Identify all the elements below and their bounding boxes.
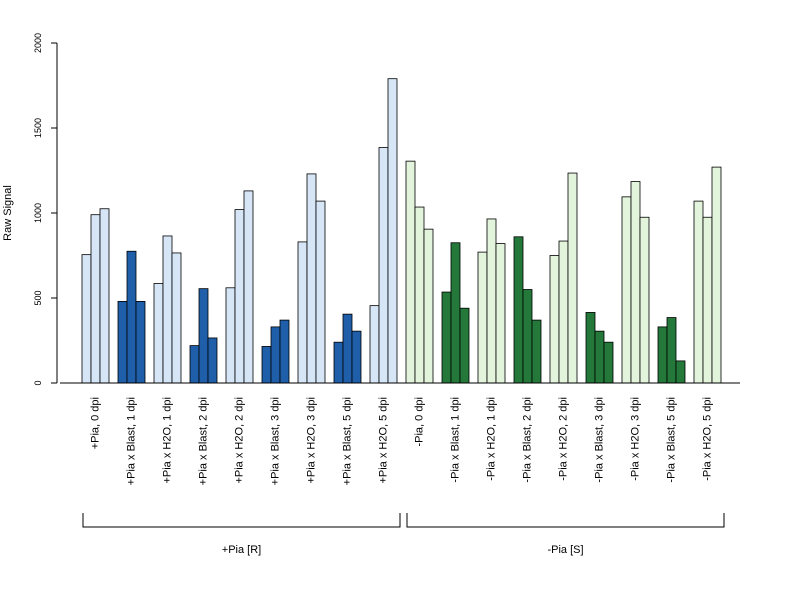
x-tick-label: -Pia x Blast, 3 dpi [593, 397, 605, 483]
bar [342, 313, 353, 384]
group-bracket [82, 513, 401, 528]
bar [585, 312, 596, 384]
bar [261, 346, 272, 384]
bar [603, 341, 614, 384]
x-tick-label: -Pia x H2O, 1 dpi [485, 397, 497, 481]
y-tick-label: 0 [33, 380, 43, 385]
bar [99, 208, 110, 384]
bar [675, 360, 686, 384]
bar [351, 330, 362, 384]
bar [333, 341, 344, 384]
y-tick-label: 2000 [33, 33, 43, 53]
x-tick-label: -Pia x H2O, 5 dpi [701, 397, 713, 481]
bar [405, 160, 416, 384]
bar [594, 330, 605, 384]
bar [153, 283, 164, 384]
bar [513, 236, 524, 384]
y-axis: 0 500 1000 1500 2000 [33, 33, 58, 386]
y-axis-label: Raw Signal [2, 185, 14, 241]
bar [117, 300, 128, 384]
bar [621, 196, 632, 384]
x-tick-label: -Pia, 0 dpi [413, 397, 425, 447]
bar [423, 228, 434, 384]
bar [207, 337, 218, 384]
bar [90, 214, 101, 384]
bar [414, 206, 425, 384]
bar [297, 241, 308, 384]
bar [234, 209, 245, 384]
x-tick-label: +Pia x Blast, 5 dpi [341, 397, 353, 485]
y-tick-label: 500 [33, 290, 43, 305]
bar [522, 289, 533, 384]
x-tick-label: +Pia x H2O, 5 dpi [377, 397, 389, 484]
bar [558, 240, 569, 384]
group-bracket [406, 513, 725, 528]
y-tick-label: 1500 [33, 118, 43, 138]
bar [441, 291, 452, 384]
x-tick-label: +Pia x H2O, 1 dpi [161, 397, 173, 484]
bar [171, 252, 182, 384]
bar [189, 345, 200, 384]
bar [126, 250, 137, 384]
x-tick-label: +Pia x Blast, 1 dpi [125, 397, 137, 485]
bar [306, 173, 317, 384]
y-tick-label: 1000 [33, 203, 43, 223]
bar [378, 147, 389, 384]
group-label: -Pia [S] [547, 544, 583, 556]
bar [531, 319, 542, 384]
bar [486, 218, 497, 384]
bar [315, 200, 326, 384]
bar [459, 307, 470, 384]
bar [450, 242, 461, 384]
bar [495, 243, 506, 384]
x-tick-labels: +Pia, 0 dpi +Pia x Blast, 1 dpi +Pia x H2O… [89, 397, 713, 485]
x-tick-label: +Pia, 0 dpi [89, 397, 101, 449]
group-brackets: +Pia [R] -Pia [S] [82, 513, 725, 556]
x-tick-label: -Pia x H2O, 2 dpi [557, 397, 569, 481]
bar [567, 172, 578, 384]
group-label: +Pia [R] [222, 544, 261, 556]
bar [657, 326, 668, 384]
x-tick-label: +Pia x H2O, 2 dpi [233, 397, 245, 484]
bar [198, 288, 209, 384]
x-tick-label: -Pia x Blast, 5 dpi [665, 397, 677, 483]
x-tick-label: +Pia x Blast, 2 dpi [197, 397, 209, 485]
bar [369, 305, 380, 384]
bar [702, 216, 713, 384]
bar [630, 181, 641, 384]
bar [711, 166, 722, 384]
bar [477, 251, 488, 384]
bar [666, 317, 677, 384]
x-tick-label: +Pia x H2O, 3 dpi [305, 397, 317, 484]
bar [693, 200, 704, 384]
x-tick-label: -Pia x H2O, 3 dpi [629, 397, 641, 481]
x-tick-label: -Pia x Blast, 2 dpi [521, 397, 533, 483]
bar [639, 216, 650, 384]
bar [387, 78, 398, 384]
bar [162, 235, 173, 384]
x-tick-label: -Pia x Blast, 1 dpi [449, 397, 461, 483]
bar [270, 326, 281, 384]
bar [549, 255, 560, 384]
bar [279, 319, 290, 384]
bar [135, 300, 146, 384]
bar [81, 254, 92, 384]
bar [243, 190, 254, 384]
bars [81, 78, 722, 384]
bar [225, 287, 236, 384]
x-tick-label: +Pia x Blast, 3 dpi [269, 397, 281, 485]
